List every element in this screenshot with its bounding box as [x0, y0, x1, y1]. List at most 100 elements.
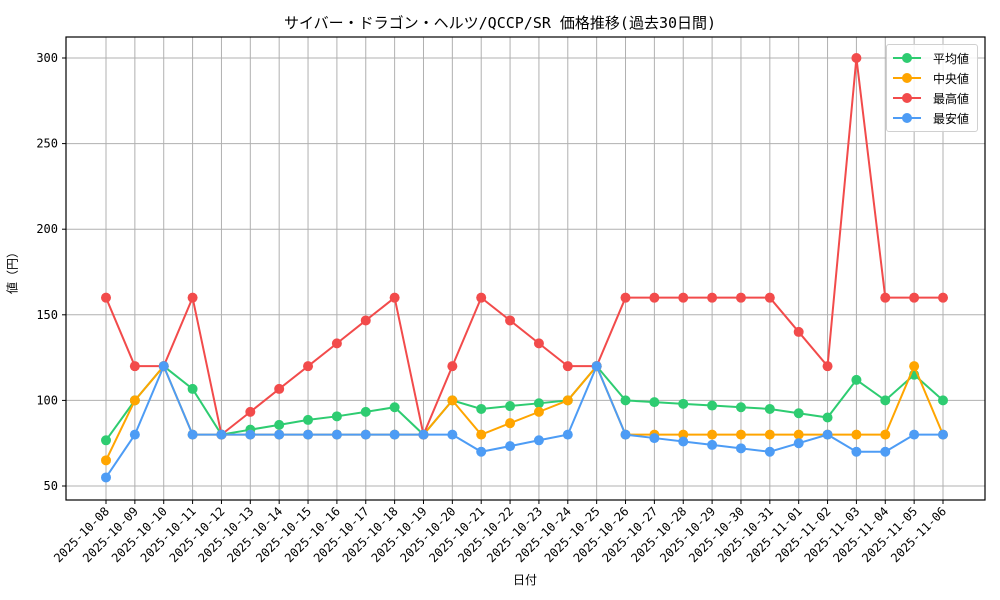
- data-point: [851, 53, 862, 63]
- data-point: [909, 292, 920, 303]
- y-tick-label: 50: [44, 479, 58, 493]
- data-point: [245, 429, 256, 440]
- series-line: [105, 364, 944, 441]
- data-point: [533, 398, 544, 409]
- data-point: [793, 438, 804, 449]
- data-point: [735, 402, 746, 413]
- data-point: [101, 472, 111, 483]
- gridlines: [66, 37, 985, 500]
- data-point: [129, 361, 140, 372]
- data-point: [562, 395, 573, 406]
- data-point: [389, 402, 400, 413]
- data-point: [505, 441, 516, 452]
- data-point: [620, 292, 631, 303]
- data-point: [505, 401, 516, 412]
- data-point: [101, 435, 111, 446]
- data-point: [735, 292, 746, 303]
- series-最高値: [101, 53, 948, 440]
- data-point: [476, 403, 487, 414]
- data-point: [909, 429, 920, 440]
- data-point: [620, 395, 631, 406]
- data-point: [764, 446, 775, 457]
- data-point: [620, 429, 631, 440]
- chart-title: サイバー・ドラゴン・ヘルツ/QCCP/SR 価格推移(過去30日間): [283, 14, 717, 32]
- data-point: [909, 361, 920, 372]
- y-axis-ticks: 50 100 150 200 250 300: [36, 51, 66, 493]
- data-point: [303, 429, 314, 440]
- legend-item: 最安値: [887, 108, 977, 128]
- legend-item: 平均値: [887, 48, 977, 68]
- data-point: [447, 429, 458, 440]
- data-point: [649, 292, 660, 303]
- data-point: [764, 403, 775, 414]
- data-point: [562, 429, 573, 440]
- data-point: [793, 326, 804, 337]
- data-point: [793, 429, 804, 440]
- data-point: [505, 418, 516, 429]
- legend-label: 中央値: [933, 71, 970, 86]
- data-point: [331, 429, 342, 440]
- data-point: [938, 292, 948, 303]
- data-point: [735, 443, 746, 454]
- legend-label: 最高値: [933, 91, 970, 106]
- data-point: [274, 383, 285, 394]
- x-axis-label: 日付: [512, 573, 538, 587]
- data-point: [764, 429, 775, 440]
- data-point: [707, 292, 718, 303]
- data-point: [187, 383, 198, 394]
- data-point: [303, 361, 314, 372]
- legend-marker-icon: [893, 73, 921, 83]
- data-point: [851, 374, 862, 385]
- data-point: [360, 429, 371, 440]
- data-point: [476, 292, 487, 303]
- data-point: [678, 398, 689, 409]
- legend-marker-icon: [893, 53, 921, 63]
- legend-marker-icon: [893, 93, 921, 103]
- data-point: [880, 446, 891, 457]
- legend-item: 中央値: [887, 68, 977, 88]
- legend-marker-icon: [893, 113, 921, 123]
- legend-item: 最高値: [887, 88, 977, 108]
- data-point: [274, 419, 285, 430]
- data-point: [389, 429, 400, 440]
- data-point: [331, 411, 342, 422]
- data-point: [764, 292, 775, 303]
- data-point: [245, 406, 256, 417]
- x-axis-ticks: 2025-10-082025-10-092025-10-102025-10-11…: [51, 500, 949, 565]
- data-point: [649, 397, 660, 408]
- data-point: [331, 338, 342, 349]
- data-point: [187, 292, 198, 303]
- series-最安値: [101, 361, 948, 483]
- data-point: [851, 429, 862, 440]
- data-point: [533, 406, 544, 417]
- series-line: [105, 363, 944, 461]
- y-tick-label: 250: [36, 137, 58, 151]
- data-point: [938, 395, 948, 406]
- data-point: [822, 412, 833, 423]
- data-point: [707, 429, 718, 440]
- plot-frame: [65, 36, 986, 501]
- data-point: [216, 429, 227, 440]
- data-point: [707, 439, 718, 450]
- data-point: [476, 446, 487, 457]
- data-point: [562, 361, 573, 372]
- data-point: [533, 338, 544, 349]
- data-point: [303, 414, 314, 425]
- data-point: [418, 429, 429, 440]
- series-平均値: [101, 361, 948, 446]
- data-point: [476, 429, 487, 440]
- data-point: [447, 395, 458, 406]
- legend-label: 最安値: [933, 111, 970, 126]
- data-point: [880, 292, 891, 303]
- legend-label: 平均値: [933, 51, 970, 66]
- data-point: [101, 455, 111, 466]
- y-tick-label: 300: [36, 51, 58, 65]
- data-point: [447, 361, 458, 372]
- data-point: [129, 429, 140, 440]
- data-point: [678, 429, 689, 440]
- data-point: [360, 315, 371, 326]
- series-中央値: [101, 361, 948, 466]
- data-point: [851, 446, 862, 457]
- data-point: [880, 429, 891, 440]
